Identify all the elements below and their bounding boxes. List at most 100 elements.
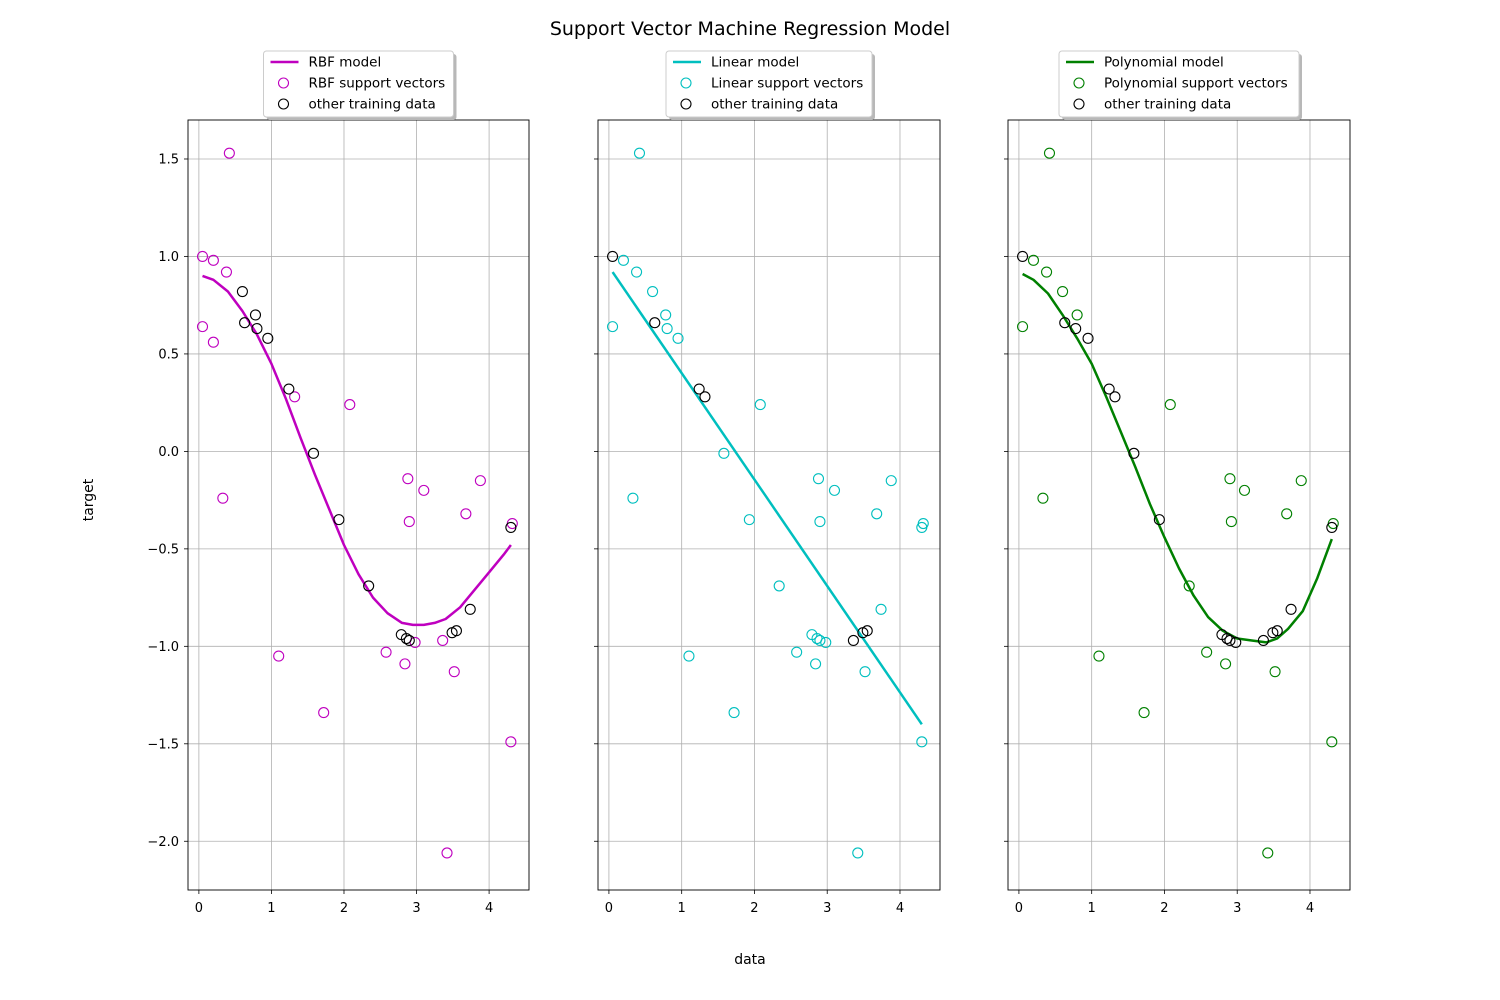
poly-support-vector-point <box>1037 492 1049 504</box>
poly-other-data-point <box>1271 625 1283 637</box>
poly-support-vector-point <box>1281 508 1293 520</box>
rbf-other-data-point <box>400 632 412 645</box>
rbf-legend-box <box>263 50 454 118</box>
rbf-support-vector-point <box>437 634 449 647</box>
poly-support-vector-point <box>1238 484 1251 496</box>
rbf-ytick-label: −0.5 <box>147 542 179 557</box>
rbf-support-vector-point <box>318 707 330 719</box>
poly-support-vector-point <box>1224 473 1236 485</box>
linear-other-data-point <box>699 391 711 403</box>
rbf-support-vector-point <box>448 666 460 678</box>
rbf-xtick-label: 1 <box>267 901 275 916</box>
rbf-other-data-point <box>464 603 476 615</box>
linear-support-vector-point <box>859 666 871 678</box>
poly-legend-other-swatch <box>1073 98 1085 110</box>
rbf-other-data-point <box>363 580 375 592</box>
poly-support-vector-point <box>1027 254 1040 266</box>
rbf-support-vector-point <box>380 646 392 658</box>
linear-support-vector-point <box>683 650 695 662</box>
linear-support-vector-point <box>812 473 825 485</box>
rbf-xtick-label: 4 <box>485 901 493 916</box>
poly-support-vector-point <box>1326 736 1338 748</box>
poly-other-data-point <box>1153 514 1165 526</box>
linear-support-vector-point <box>617 254 630 266</box>
poly-other-data-point <box>1059 317 1071 329</box>
rbf-support-vector-point <box>207 254 219 266</box>
linear-support-vector-point <box>820 636 832 648</box>
rbf-legend-entry: other training data <box>309 97 436 113</box>
linear-xtick-label: 3 <box>823 901 831 916</box>
poly-other-data-point <box>1017 250 1029 263</box>
linear-support-vector-point <box>814 516 826 528</box>
rbf-support-vector-point <box>220 266 233 278</box>
rbf-legend-entry: RBF model <box>309 55 382 71</box>
poly-support-vector-point <box>1225 516 1237 528</box>
poly-support-vector-point <box>1041 266 1053 278</box>
linear-other-data-point <box>847 634 859 647</box>
poly-support-vector-point <box>1183 580 1195 592</box>
linear-support-vector-point <box>660 309 672 321</box>
linear-support-vector-point <box>743 514 755 526</box>
rbf-legend-other-swatch <box>277 98 290 110</box>
linear-xtick-label: 0 <box>605 901 613 916</box>
rbf-other-data-point <box>239 317 251 329</box>
rbf-support-vector-point <box>344 399 356 411</box>
linear-axes-frame <box>597 119 941 891</box>
rbf-support-vector-point <box>505 736 517 748</box>
poly-other-data-point <box>1082 332 1094 344</box>
poly-other-data-point <box>1103 383 1115 395</box>
linear-support-vector-point <box>917 517 929 530</box>
poly-xtick-label: 2 <box>1160 901 1168 916</box>
rbf-support-vector-point <box>460 508 472 520</box>
rbf-support-vector-point <box>399 658 411 670</box>
linear-other-data-point <box>649 317 661 329</box>
linear-legend-entry: other training data <box>711 97 838 113</box>
poly-legend-box <box>1058 50 1300 118</box>
poly-support-vector-point <box>1220 658 1232 670</box>
linear-support-vector-point <box>631 266 643 278</box>
rbf-legend: RBF model RBF support vectors other traini… <box>263 50 457 120</box>
rbf-ytick-label: −1.5 <box>147 737 179 752</box>
poly-support-vector-point <box>1201 646 1213 658</box>
linear-support-vector-point <box>718 447 730 459</box>
linear-other-data-point <box>607 250 619 263</box>
linear-subplot: 0 1 2 3 4 Linear model Linear support vectors o… <box>594 50 941 916</box>
figure-xlabel: data <box>734 952 766 968</box>
linear-other-data-point <box>693 383 705 395</box>
linear-legend-entry: Linear support vectors <box>711 76 863 92</box>
linear-support-vector-point <box>875 603 887 615</box>
rbf-other-data-point <box>333 514 345 526</box>
rbf-support-vector-point <box>207 336 219 348</box>
rbf-subplot: 0 1 2 3 4 −2.0 −1.5 −1.0 −0.5 0.0 0.5 1.0 1.5 RBF mod… <box>147 50 530 916</box>
rbf-model-line <box>202 274 512 627</box>
rbf-other-data-point <box>450 625 462 637</box>
rbf-support-vector-point <box>289 391 301 403</box>
figure-title: Support Vector Machine Regression Model <box>550 18 950 40</box>
poly-legend: Polynomial model Polynomial support vecto… <box>1058 50 1302 120</box>
rbf-legend-entry: RBF support vectors <box>309 76 446 92</box>
poly-model-line <box>1022 272 1333 644</box>
poly-other-data-point <box>1109 391 1121 403</box>
poly-other-data-point <box>1257 634 1269 647</box>
rbf-support-vector-point <box>403 516 415 528</box>
poly-support-vector-point <box>1262 847 1274 859</box>
linear-support-vector-point <box>810 658 822 670</box>
rbf-other-data-point <box>251 323 263 335</box>
rbf-ytick-label: −1.0 <box>147 640 179 655</box>
linear-support-vector-point <box>754 399 766 411</box>
poly-other-data-point <box>1326 521 1338 533</box>
poly-support-vector-point <box>1269 666 1281 678</box>
rbf-ytick-label: 1.5 <box>158 152 179 167</box>
poly-other-data-point <box>1285 603 1297 615</box>
poly-legend-entry: Polynomial model <box>1104 55 1224 71</box>
rbf-other-data-point <box>262 332 274 344</box>
rbf-ytick-label: 1.0 <box>158 250 179 265</box>
rbf-other-data-point <box>236 285 248 298</box>
linear-support-vector-point <box>633 147 646 159</box>
poly-other-data-point <box>1230 636 1242 648</box>
poly-axes-frame <box>1007 119 1351 891</box>
poly-support-vector-point <box>1093 650 1105 662</box>
rbf-support-vector-point <box>273 650 285 662</box>
subplots: 0 1 2 3 4 −2.0 −1.5 −1.0 −0.5 0.0 0.5 1.0 1.5 RBF mod… <box>147 50 1351 916</box>
rbf-xtick-label: 0 <box>195 901 203 916</box>
